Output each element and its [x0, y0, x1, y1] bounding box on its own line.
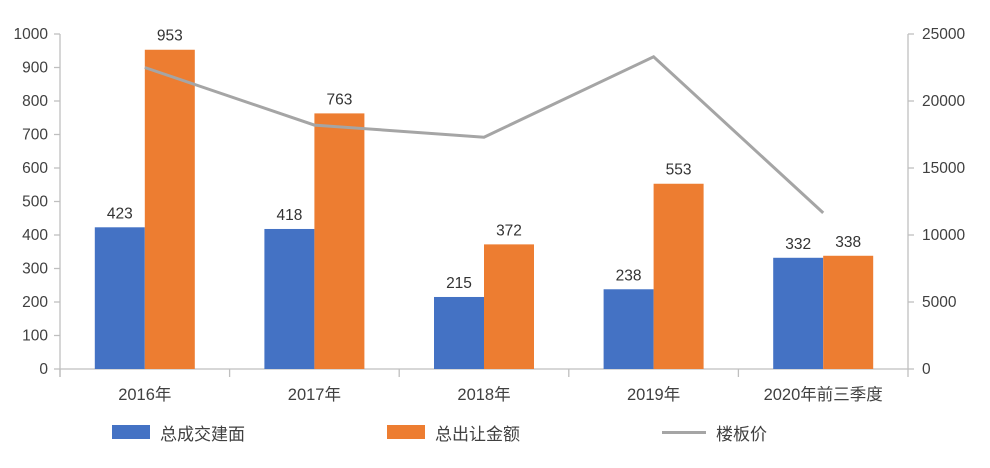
- line-楼板价: [144, 55, 825, 215]
- category-label: 2016年: [118, 385, 171, 404]
- legend-label: 总成交建面: [160, 424, 245, 444]
- category-label: 2020年前三季度: [764, 385, 883, 404]
- bar-labels-总出让金额: 953 763 372 553 338: [157, 28, 861, 251]
- chart-legend: 总成交建面 总出让金额 楼板价: [112, 414, 767, 450]
- right-axis-tick-label: 25000: [922, 26, 965, 43]
- axis-labels: 0100200300400500600700800900100005000100…: [14, 26, 966, 404]
- bar-value-label: 215: [446, 275, 472, 292]
- left-axis-tick-label: 700: [22, 127, 48, 144]
- bar: [773, 257, 824, 369]
- legend-item-line-series: 楼板价: [662, 420, 767, 445]
- bar-labels-总成交建面: 423 418 215 238 332: [107, 205, 811, 292]
- legend-label: 楼板价: [716, 424, 767, 444]
- left-axis-tick-label: 1000: [14, 26, 49, 43]
- right-axis-tick-label: 10000: [922, 227, 965, 244]
- bar-value-label: 763: [326, 91, 352, 108]
- left-axis-tick-label: 100: [22, 328, 48, 345]
- left-axis-tick-label: 200: [22, 294, 48, 311]
- bar-value-label: 332: [785, 236, 811, 253]
- right-axis-tick-label: 15000: [922, 160, 965, 177]
- legend-label: 总出让金额: [435, 424, 520, 444]
- bar-value-label: 338: [835, 234, 861, 251]
- chart: 0 100 200 300 400 500 600 700 800 900 1000 0 5000 100…: [14, 26, 966, 450]
- legend-item-bar-series-2: 总出让金额: [387, 420, 520, 445]
- bar: [434, 296, 484, 369]
- category-label: 2018年: [457, 385, 510, 404]
- bar: [823, 255, 874, 369]
- category-label: 2019年: [627, 385, 680, 404]
- bar: [603, 289, 654, 369]
- bar-value-label: 953: [157, 28, 183, 45]
- right-axis-tick-label: 5000: [922, 294, 957, 311]
- left-axis-tick-label: 300: [22, 261, 48, 278]
- right-axis-tick-label: 20000: [922, 93, 965, 110]
- bars-总出让金额: [144, 49, 874, 370]
- right-axis-tick-label: 0: [922, 361, 931, 378]
- legend-item-bar-series-1: 总成交建面: [112, 420, 245, 445]
- left-axis-tick-label: 900: [22, 60, 48, 77]
- bar-value-label: 553: [666, 162, 692, 179]
- bar: [653, 183, 704, 369]
- bar-value-label: 418: [276, 207, 302, 224]
- left-axis-tick-label: 800: [22, 93, 48, 110]
- left-axis-tick-label: 400: [22, 227, 48, 244]
- bars-总成交建面: [94, 227, 824, 369]
- bar: [264, 228, 315, 369]
- legend-swatch-orange-bar: [387, 425, 425, 439]
- bar: [484, 244, 534, 369]
- bar: [314, 113, 365, 370]
- legend-swatch-gray-line: [662, 430, 706, 434]
- left-axis-tick-label: 500: [22, 194, 48, 211]
- legend-swatch-blue-bar: [112, 425, 150, 439]
- bar-value-label: 238: [616, 267, 642, 284]
- bar-value-label: 372: [496, 222, 522, 239]
- bar: [144, 49, 195, 370]
- bar-value-label: 423: [107, 205, 133, 222]
- left-axis-tick-label: 0: [39, 361, 48, 378]
- bar: [94, 227, 145, 369]
- category-label: 2017年: [288, 385, 341, 404]
- chart-svg: 0100200300400500600700800900100005000100…: [14, 26, 966, 404]
- left-axis-tick-label: 600: [22, 160, 48, 177]
